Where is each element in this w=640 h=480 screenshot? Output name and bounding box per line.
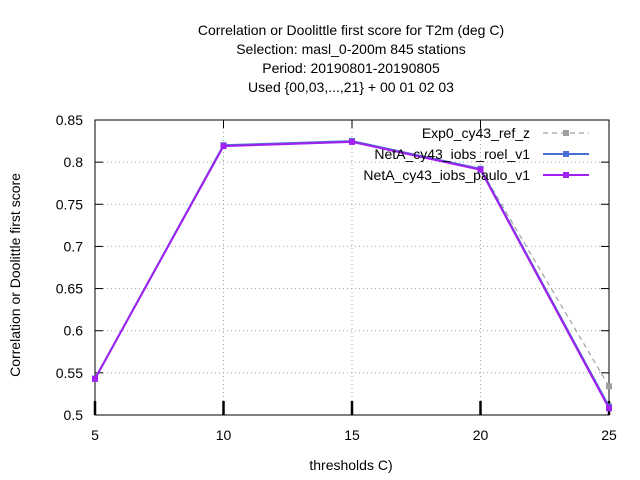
- y-tick-label: 0.55: [56, 365, 83, 381]
- title-line-3: Period: 20190801-20190805: [262, 60, 440, 76]
- legend-marker: [563, 151, 569, 157]
- data-point: [220, 143, 227, 150]
- chart-title: Correlation or Doolittle first score for…: [198, 22, 504, 95]
- y-tick-label: 0.65: [56, 281, 83, 297]
- legend-label: NetA_cy43_iobs_roel_v1: [374, 146, 530, 162]
- title-line-2: Selection: masl_0-200m 845 stations: [236, 41, 466, 57]
- data-point: [477, 166, 484, 173]
- y-tick-label: 0.75: [56, 196, 83, 212]
- title-line-4: Used {00,03,...,21} + 00 01 02 03: [248, 79, 454, 95]
- legend-label: Exp0_cy43_ref_z: [422, 125, 530, 141]
- y-axis-label: Correlation or Doolittle first score: [7, 173, 23, 377]
- x-tick-labels: 5 10 15 20 25: [91, 427, 617, 443]
- data-point: [606, 405, 612, 412]
- data-point: [92, 375, 98, 382]
- y-tick-label: 0.7: [64, 238, 84, 254]
- data-point: [349, 138, 355, 145]
- y-tick-labels: 0.5 0.55 0.6 0.65 0.7 0.75 0.8 0.85: [56, 112, 83, 423]
- grid: [95, 120, 609, 415]
- x-tick-label: 10: [216, 427, 232, 443]
- series-1: [92, 138, 612, 390]
- legend-label: NetA_cy43_iobs_paulo_v1: [363, 167, 530, 183]
- axes: [93, 119, 611, 416]
- legend: Exp0_cy43_ref_z NetA_cy43_iobs_roel_v1 Net…: [363, 125, 589, 183]
- series-3: [92, 138, 612, 412]
- y-tick-label: 0.6: [64, 323, 84, 339]
- y-tick-label: 0.85: [56, 112, 83, 128]
- title-line-1: Correlation or Doolittle first score for…: [198, 22, 504, 38]
- x-tick-label: 25: [601, 427, 617, 443]
- x-tick-label: 20: [473, 427, 489, 443]
- y-tick-label: 0.8: [64, 154, 84, 170]
- legend-marker: [563, 172, 569, 178]
- y-tick-label: 0.5: [64, 407, 84, 423]
- data-point: [606, 383, 612, 390]
- series-lines: [92, 138, 612, 412]
- legend-marker: [563, 130, 569, 136]
- x-tick-label: 15: [344, 427, 360, 443]
- x-tick-label: 5: [91, 427, 99, 443]
- x-axis-label: thresholds C): [309, 457, 392, 473]
